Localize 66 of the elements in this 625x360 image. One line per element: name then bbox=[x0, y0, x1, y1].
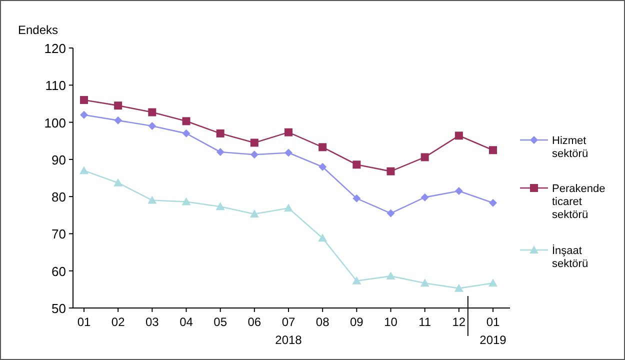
point bbox=[454, 187, 463, 195]
y-tick-label: 50 bbox=[52, 301, 66, 316]
point bbox=[80, 110, 88, 119]
point bbox=[216, 129, 224, 138]
point bbox=[488, 278, 498, 287]
y-axis-title: Endeks bbox=[18, 23, 58, 37]
point bbox=[80, 96, 88, 104]
x-tick-label: 03 bbox=[145, 315, 160, 329]
point bbox=[420, 193, 429, 202]
x-tick-label: 06 bbox=[248, 315, 262, 329]
x-tick-label: 02 bbox=[111, 315, 126, 329]
legend-label: Hizmet sektörü bbox=[552, 135, 588, 160]
point bbox=[386, 209, 395, 218]
point bbox=[420, 278, 430, 287]
point bbox=[250, 138, 258, 147]
y-tick-label: 70 bbox=[52, 226, 66, 242]
point bbox=[284, 128, 292, 136]
point bbox=[250, 150, 258, 159]
legend-label: Perakende ticaret sektörü bbox=[552, 183, 606, 221]
y-tick-label: 110 bbox=[45, 78, 66, 94]
point bbox=[182, 129, 190, 138]
y-tick-label: 80 bbox=[52, 190, 66, 205]
point bbox=[352, 194, 361, 202]
point bbox=[114, 178, 123, 186]
point bbox=[182, 197, 191, 206]
point bbox=[284, 204, 293, 212]
x-tick-label: 11 bbox=[418, 315, 432, 329]
point bbox=[386, 272, 396, 280]
point bbox=[114, 116, 122, 124]
point bbox=[80, 166, 88, 174]
point bbox=[352, 276, 362, 284]
point bbox=[216, 202, 225, 210]
x-tick-label: 01 bbox=[77, 315, 91, 329]
point bbox=[489, 198, 497, 207]
y-tick-label: 90 bbox=[52, 152, 66, 168]
point bbox=[318, 162, 327, 171]
x-tick-label: 07 bbox=[282, 315, 296, 329]
text: 2018 bbox=[275, 333, 302, 347]
x-tick-label: 08 bbox=[316, 315, 330, 329]
y-tick-label: 120 bbox=[44, 41, 66, 56]
x-tick-label: 04 bbox=[180, 315, 194, 329]
point bbox=[318, 143, 327, 152]
point bbox=[148, 122, 156, 130]
legend-label: İnşaat sektörü bbox=[552, 244, 588, 270]
point bbox=[148, 108, 156, 116]
point bbox=[148, 196, 157, 204]
point bbox=[420, 153, 429, 162]
point bbox=[489, 146, 497, 154]
text: 2019 bbox=[480, 333, 507, 347]
point bbox=[386, 167, 395, 176]
x-tick-label: 10 bbox=[384, 315, 398, 329]
y-tick-label: 100 bbox=[44, 115, 66, 130]
x-tick-label: 05 bbox=[214, 315, 228, 329]
point bbox=[250, 210, 259, 218]
y-tick-label: 60 bbox=[52, 264, 66, 279]
point bbox=[454, 284, 464, 292]
point bbox=[352, 160, 361, 169]
point bbox=[182, 117, 190, 126]
point bbox=[454, 132, 463, 140]
point bbox=[318, 234, 328, 242]
point bbox=[114, 102, 122, 110]
x-tick-label: 01 bbox=[486, 315, 500, 329]
point bbox=[216, 148, 224, 156]
x-tick-label: 12 bbox=[452, 315, 466, 329]
point bbox=[284, 148, 292, 157]
x-tick-label: 09 bbox=[350, 315, 364, 329]
